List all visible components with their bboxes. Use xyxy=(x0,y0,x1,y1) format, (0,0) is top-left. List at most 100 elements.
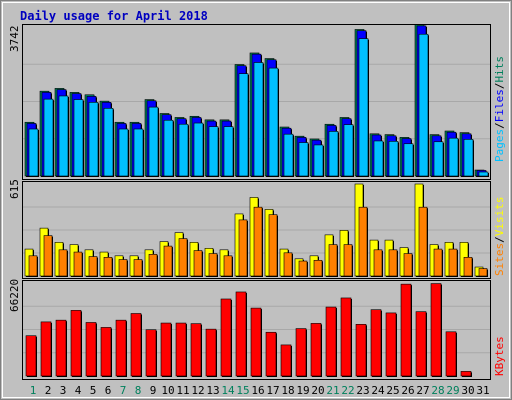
bar-sites-day-10 xyxy=(163,245,173,277)
visitors-ymax-label: 615 xyxy=(8,179,21,199)
bar-pages-day-9 xyxy=(148,106,159,177)
bar-pages-day-5 xyxy=(88,102,99,177)
bar-pages-day-27 xyxy=(418,33,429,177)
day-label-24: 24 xyxy=(371,384,385,397)
bar-sites-day-6 xyxy=(103,257,113,277)
bar-sites-day-28 xyxy=(433,248,443,277)
bar-kbytes-day-30 xyxy=(460,371,472,377)
bar-sites-day-5 xyxy=(88,256,98,277)
bar-pages-day-17 xyxy=(268,67,279,177)
bar-pages-day-16 xyxy=(253,62,264,177)
volume-legend: KBytes xyxy=(493,336,506,376)
bar-kbytes-day-6 xyxy=(100,327,112,377)
bar-pages-day-8 xyxy=(133,128,144,177)
day-label-8: 8 xyxy=(135,384,142,397)
bar-kbytes-day-18 xyxy=(280,344,292,377)
day-label-16: 16 xyxy=(251,384,264,397)
bar-pages-day-21 xyxy=(328,131,339,177)
bar-kbytes-day-9 xyxy=(145,329,157,377)
day-label-23: 23 xyxy=(356,384,369,397)
bar-pages-day-30 xyxy=(463,139,474,177)
bar-sites-day-12 xyxy=(193,250,203,277)
bar-kbytes-day-26 xyxy=(400,283,412,377)
bar-kbytes-day-23 xyxy=(355,324,367,377)
bar-kbytes-day-1 xyxy=(25,335,37,377)
bar-sites-day-3 xyxy=(58,249,68,277)
bar-pages-day-25 xyxy=(388,141,399,177)
bar-kbytes-day-19 xyxy=(295,328,307,377)
bar-sites-day-26 xyxy=(403,253,413,277)
bar-pages-day-11 xyxy=(178,123,189,177)
bar-pages-day-1 xyxy=(28,128,39,177)
day-label-1: 1 xyxy=(30,384,37,397)
bar-pages-day-22 xyxy=(343,124,354,177)
bar-sites-day-7 xyxy=(118,259,128,277)
bar-kbytes-day-28 xyxy=(430,283,442,377)
day-label-30: 30 xyxy=(461,384,474,397)
day-label-29: 29 xyxy=(446,384,459,397)
day-label-3: 3 xyxy=(60,384,67,397)
bar-sites-day-21 xyxy=(328,244,338,277)
bar-kbytes-day-4 xyxy=(70,310,82,377)
day-label-21: 21 xyxy=(326,384,339,397)
requests-legend: Pages/Files/Hits xyxy=(493,56,506,162)
bar-kbytes-day-8 xyxy=(130,313,142,377)
legend-kbytes: KBytes xyxy=(493,336,506,376)
bar-kbytes-day-5 xyxy=(85,322,97,377)
day-label-19: 19 xyxy=(296,384,309,397)
bar-sites-day-13 xyxy=(208,253,218,277)
bar-kbytes-day-17 xyxy=(265,331,277,377)
volume-ymax-label: 66220 xyxy=(8,279,21,312)
bar-pages-day-10 xyxy=(163,119,174,177)
legend-sep: / xyxy=(493,236,506,243)
day-label-11: 11 xyxy=(176,384,189,397)
day-label-2: 2 xyxy=(45,384,52,397)
legend-hits: Hits xyxy=(493,56,506,83)
bar-pages-day-29 xyxy=(448,137,459,177)
bar-kbytes-day-21 xyxy=(325,306,337,377)
bar-sites-day-4 xyxy=(73,251,83,277)
bar-kbytes-day-22 xyxy=(340,297,352,377)
bar-sites-day-19 xyxy=(298,260,308,277)
bar-pages-day-12 xyxy=(193,122,204,177)
bar-sites-day-2 xyxy=(43,235,53,277)
bar-sites-day-9 xyxy=(148,254,158,277)
bar-sites-day-22 xyxy=(343,244,353,277)
bar-sites-day-8 xyxy=(133,259,143,277)
bar-pages-day-20 xyxy=(313,144,324,177)
bar-pages-day-15 xyxy=(238,73,249,177)
bar-kbytes-day-29 xyxy=(445,331,457,377)
bar-sites-day-20 xyxy=(313,259,323,277)
day-label-27: 27 xyxy=(416,384,429,397)
bar-pages-day-3 xyxy=(58,95,69,177)
bar-kbytes-day-15 xyxy=(235,291,247,377)
bar-kbytes-day-14 xyxy=(220,298,232,377)
bar-kbytes-day-27 xyxy=(415,311,427,377)
bar-kbytes-day-3 xyxy=(55,319,67,377)
bar-pages-day-31 xyxy=(478,171,489,177)
bar-pages-day-4 xyxy=(73,99,84,177)
bar-kbytes-day-24 xyxy=(370,309,382,377)
day-label-10: 10 xyxy=(161,384,174,397)
day-label-17: 17 xyxy=(266,384,279,397)
day-label-25: 25 xyxy=(386,384,399,397)
chart-title: Daily usage for April 2018 xyxy=(20,9,208,23)
bar-kbytes-day-2 xyxy=(40,321,52,377)
legend-files: Files xyxy=(493,89,506,122)
bar-kbytes-day-11 xyxy=(175,322,187,377)
bar-kbytes-day-12 xyxy=(190,323,202,377)
bar-pages-day-14 xyxy=(223,126,234,177)
bar-kbytes-day-10 xyxy=(160,322,172,377)
requests-ymax-label: 3742 xyxy=(8,26,21,53)
bar-pages-day-24 xyxy=(373,140,384,177)
bar-pages-day-19 xyxy=(298,142,309,177)
bar-sites-day-31 xyxy=(478,268,488,277)
bar-sites-day-17 xyxy=(268,214,278,277)
bar-kbytes-day-13 xyxy=(205,328,217,377)
legend-sep: / xyxy=(493,122,506,129)
bar-kbytes-day-25 xyxy=(385,312,397,377)
day-label-22: 22 xyxy=(341,384,354,397)
day-label-28: 28 xyxy=(431,384,444,397)
bar-sites-day-14 xyxy=(223,255,233,277)
day-label-12: 12 xyxy=(191,384,204,397)
